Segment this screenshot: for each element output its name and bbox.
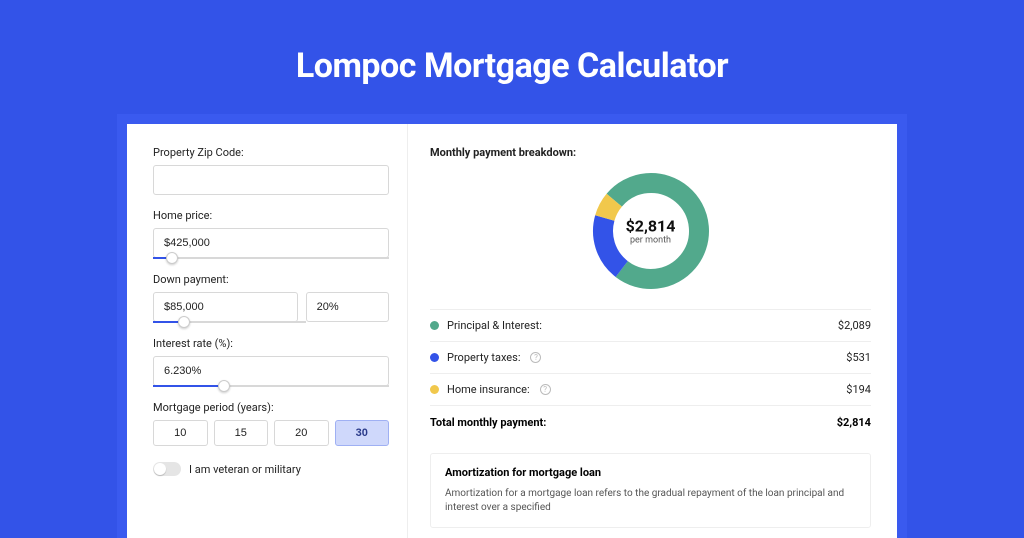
info-icon[interactable]: ? bbox=[540, 384, 551, 395]
down-payment-pct-input[interactable] bbox=[306, 292, 389, 322]
legend-left: Home insurance:? bbox=[430, 383, 551, 396]
veteran-row: I am veteran or military bbox=[153, 462, 389, 476]
card-shadow: Property Zip Code: Home price: Down paym… bbox=[117, 114, 907, 538]
veteran-toggle[interactable] bbox=[153, 462, 181, 476]
legend-label: Principal & Interest: bbox=[447, 319, 542, 332]
zip-label: Property Zip Code: bbox=[153, 146, 389, 159]
interest-rate-group: Interest rate (%): bbox=[153, 337, 389, 387]
legend-row: Property taxes:? $531 bbox=[430, 341, 871, 373]
zip-input[interactable] bbox=[153, 165, 389, 195]
donut-center: $2,814 per month bbox=[626, 217, 676, 246]
amortization-text: Amortization for a mortgage loan refers … bbox=[445, 487, 856, 515]
info-icon[interactable]: ? bbox=[530, 352, 541, 363]
total-label: Total monthly payment: bbox=[430, 416, 546, 429]
home-price-label: Home price: bbox=[153, 209, 389, 222]
legend-label: Home insurance: bbox=[447, 383, 530, 396]
period-btn-30[interactable]: 30 bbox=[335, 420, 390, 446]
donut-amount: $2,814 bbox=[626, 217, 676, 236]
interest-rate-slider[interactable] bbox=[153, 385, 389, 387]
legend-left: Principal & Interest: bbox=[430, 319, 542, 332]
legend-amount: $194 bbox=[846, 383, 871, 396]
period-btn-10[interactable]: 10 bbox=[153, 420, 208, 446]
breakdown-panel: Monthly payment breakdown: $2,814 per mo… bbox=[407, 124, 897, 538]
donut-chart: $2,814 per month bbox=[591, 171, 711, 291]
home-price-input[interactable] bbox=[153, 228, 389, 258]
legend-dot bbox=[430, 385, 439, 394]
donut-wrap: $2,814 per month bbox=[430, 159, 871, 309]
down-payment-input[interactable] bbox=[153, 292, 298, 322]
donut-sublabel: per month bbox=[626, 236, 676, 246]
total-amount: $2,814 bbox=[837, 416, 871, 429]
down-payment-slider[interactable] bbox=[153, 321, 306, 323]
legend-label: Property taxes: bbox=[447, 351, 520, 364]
period-buttons: 10152030 bbox=[153, 420, 389, 446]
calculator-card: Property Zip Code: Home price: Down paym… bbox=[127, 124, 897, 538]
interest-rate-slider-fill bbox=[153, 385, 224, 387]
veteran-label: I am veteran or military bbox=[189, 463, 301, 476]
home-price-group: Home price: bbox=[153, 209, 389, 259]
toggle-knob bbox=[154, 463, 166, 475]
legend-amount: $2,089 bbox=[838, 319, 871, 332]
legend-row: Home insurance:? $194 bbox=[430, 373, 871, 405]
legend-amount: $531 bbox=[846, 351, 871, 364]
down-payment-slider-thumb[interactable] bbox=[178, 316, 190, 328]
total-row: Total monthly payment: $2,814 bbox=[430, 405, 871, 439]
interest-rate-slider-thumb[interactable] bbox=[218, 380, 230, 392]
zip-field-group: Property Zip Code: bbox=[153, 146, 389, 195]
interest-rate-label: Interest rate (%): bbox=[153, 337, 389, 350]
period-group: Mortgage period (years): 10152030 bbox=[153, 401, 389, 446]
legend-left: Property taxes:? bbox=[430, 351, 541, 364]
legend: Principal & Interest: $2,089 Property taxe… bbox=[430, 309, 871, 405]
down-payment-group: Down payment: bbox=[153, 273, 389, 323]
home-price-slider[interactable] bbox=[153, 257, 389, 259]
down-payment-label: Down payment: bbox=[153, 273, 389, 286]
form-panel: Property Zip Code: Home price: Down paym… bbox=[127, 124, 407, 538]
breakdown-title: Monthly payment breakdown: bbox=[430, 146, 871, 159]
legend-row: Principal & Interest: $2,089 bbox=[430, 309, 871, 341]
legend-dot bbox=[430, 321, 439, 330]
amortization-box: Amortization for mortgage loan Amortizat… bbox=[430, 453, 871, 528]
legend-dot bbox=[430, 353, 439, 362]
period-btn-20[interactable]: 20 bbox=[274, 420, 329, 446]
amortization-title: Amortization for mortgage loan bbox=[445, 466, 856, 479]
period-btn-15[interactable]: 15 bbox=[214, 420, 269, 446]
period-label: Mortgage period (years): bbox=[153, 401, 389, 414]
page-title: Lompoc Mortgage Calculator bbox=[0, 0, 1024, 114]
home-price-slider-thumb[interactable] bbox=[166, 252, 178, 264]
interest-rate-input[interactable] bbox=[153, 356, 389, 386]
